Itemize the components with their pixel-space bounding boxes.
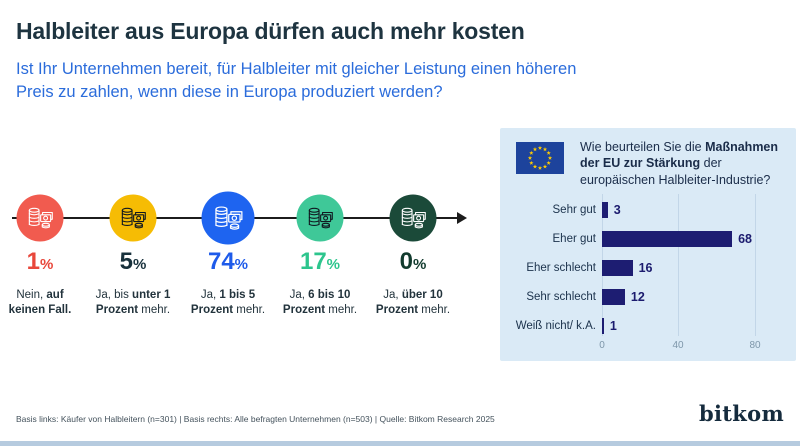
step-label: Ja, 1 bis 5 Prozent mehr. <box>190 289 266 317</box>
eu-rating-panel: Wie beurteilen Sie die Maßnahmen der EU … <box>500 128 796 361</box>
step-item-1-bis-5: 74% Ja, 1 bis 5 Prozent mehr. <box>180 0 276 350</box>
step-item-bis-unter-1: 5% Ja, bis unter 1 Prozent mehr. <box>85 0 181 350</box>
step-label: Nein, auf keinen Fall. <box>8 289 72 317</box>
coin-circle <box>109 194 157 242</box>
bar-value-label: 16 <box>638 261 653 275</box>
x-tick-80: 80 <box>749 340 761 351</box>
x-tick-40: 40 <box>672 340 684 351</box>
step-item-ueber-10: 0% Ja, über 10 Prozent mehr. <box>365 0 461 350</box>
page-title: Halbleiter aus Europa dürfen auch mehr k… <box>16 18 525 44</box>
bar <box>602 231 733 247</box>
coins-banknote-icon <box>28 207 53 229</box>
bar-value-label: 3 <box>613 203 621 217</box>
x-tick-0: 0 <box>599 340 605 351</box>
bar-value-label: 1 <box>609 319 617 333</box>
bitkom-logo: bitkom <box>699 401 784 426</box>
bar <box>602 202 608 218</box>
percent-value: 17% <box>299 248 341 275</box>
percent-value: 0% <box>399 248 427 275</box>
percent-value: 5% <box>119 248 147 275</box>
step-item-nein: 1% Nein, auf keinen Fall. <box>0 0 88 350</box>
source-note: Basis links: Käufer von Halbleitern (n=3… <box>16 414 495 424</box>
coin-circle <box>16 194 64 242</box>
bar-row: Eher gut 68 <box>500 231 796 247</box>
bar-category-label: Eher gut <box>552 233 596 245</box>
step-label: Ja, über 10 Prozent mehr. <box>375 289 451 317</box>
bar-category-label: Weiß nicht/ k.A. <box>515 320 596 332</box>
coin-circle <box>296 194 344 242</box>
bar-value-label: 68 <box>738 232 752 246</box>
panel-question: Wie beurteilen Sie die Maßnahmen der EU … <box>580 140 779 187</box>
eu-flag-icon <box>516 142 564 174</box>
bar-row: Eher schlecht 16 <box>500 260 796 276</box>
coin-circle <box>389 194 437 242</box>
step-label: Ja, bis unter 1 Prozent mehr. <box>95 289 171 317</box>
coins-banknote-icon <box>121 207 146 229</box>
gridline-80 <box>755 194 756 336</box>
percent-value: 1% <box>26 248 54 275</box>
bar-category-label: Eher schlecht <box>526 262 596 274</box>
bar-row: Weiß nicht/ k.A. 1 <box>500 318 796 334</box>
bar <box>602 289 625 305</box>
gridline-40 <box>678 194 679 336</box>
coins-banknote-icon <box>308 207 333 229</box>
step-item-6-bis-10: 17% Ja, 6 bis 10 Prozent mehr. <box>272 0 368 350</box>
coins-banknote-icon <box>401 207 426 229</box>
percent-value: 74% <box>207 248 249 275</box>
bottom-accent-bar <box>0 441 800 446</box>
coins-banknote-icon <box>215 206 243 230</box>
bar-row: Sehr gut 3 <box>500 202 796 218</box>
arrow-right-icon <box>457 212 467 224</box>
bar-category-label: Sehr gut <box>552 204 596 216</box>
bar <box>602 260 633 276</box>
survey-question: Ist Ihr Unternehmen bereit, für Halbleit… <box>16 60 577 102</box>
bar <box>602 318 604 334</box>
step-label: Ja, 6 bis 10 Prozent mehr. <box>282 289 358 317</box>
bar-category-label: Sehr schlecht <box>526 291 596 303</box>
bar-value-label: 12 <box>630 290 645 304</box>
bar-row: Sehr schlecht 12 <box>500 289 796 305</box>
coin-circle <box>201 191 255 245</box>
